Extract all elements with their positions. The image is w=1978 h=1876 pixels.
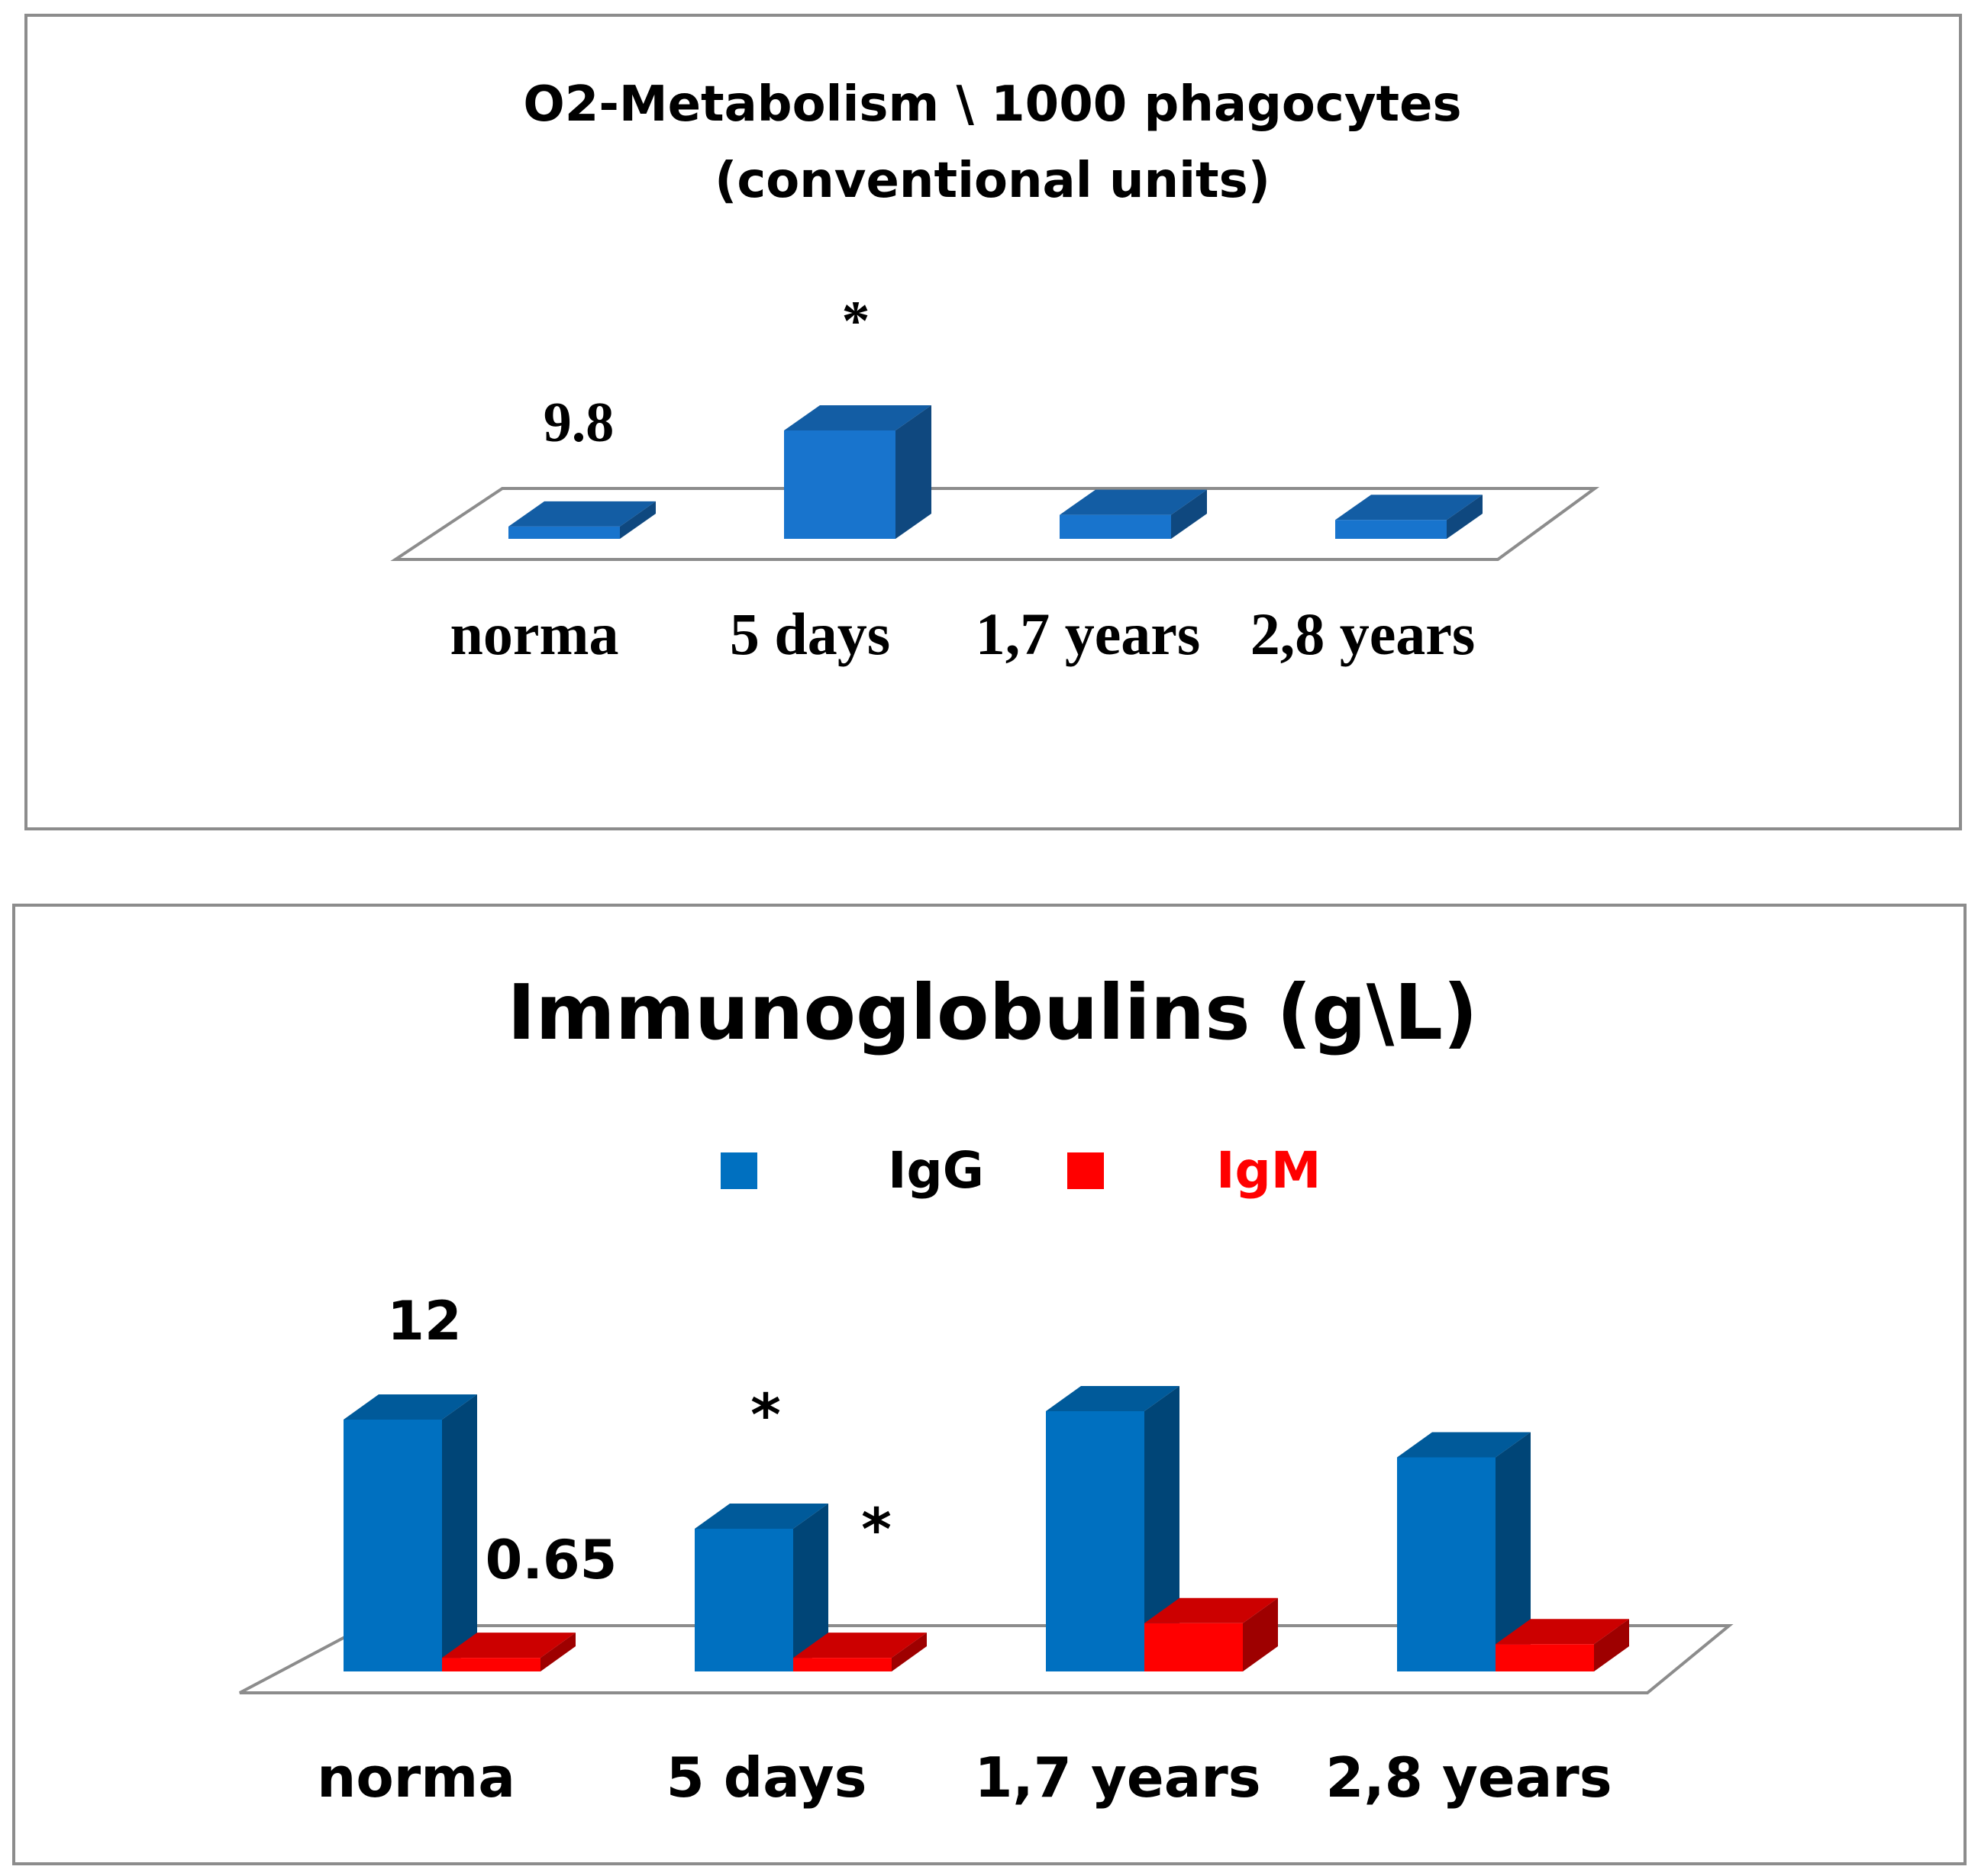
panel-o2-floor	[390, 487, 1600, 561]
ig-bar-igm-2-8-years	[1496, 1619, 1629, 1671]
ig-bar-igm-5-days	[793, 1633, 927, 1671]
panel-ig-data-label-norma-igm: 0.65	[486, 1529, 618, 1591]
panel-o2-x-tick-norma: norma	[450, 601, 619, 667]
panel-ig-data-label-norma-igg: 12	[387, 1290, 461, 1352]
panel-ig-x-tick-5-days: 5 days	[666, 1745, 867, 1810]
panel-o2-bars	[508, 405, 1483, 539]
panel-o2-x-tick-5-days: 5 days	[730, 601, 890, 667]
panel-ig-title: Immunoglobulins (g\L)	[507, 968, 1477, 1057]
panel-ig-frame	[12, 904, 1967, 1865]
panel-ig-floor	[239, 1624, 1734, 1694]
panel-o2-x-tick-1-7-years: 1,7 years	[976, 601, 1201, 667]
panel-ig-x-tick-2-8-years: 2,8 years	[1325, 1745, 1612, 1810]
o2-bar-norma	[508, 501, 656, 539]
panel-o2-data-label-norma: 9.8	[544, 392, 615, 454]
ig-bar-igm-norma	[442, 1633, 576, 1671]
panel-ig-bars	[344, 1386, 1629, 1671]
o2-bar-2-8-years	[1335, 495, 1483, 539]
panel-ig-x-tick-norma: norma	[317, 1745, 515, 1810]
ig-bar-igg-2-8-years	[1397, 1432, 1531, 1671]
panel-o2-significance-5-days: *	[842, 290, 870, 353]
panel-ig-significance-5-days-igm: *	[861, 1495, 892, 1563]
o2-bar-5-days	[784, 405, 931, 539]
legend-igg-swatch	[721, 1152, 757, 1189]
panel-ig-significance-5-days-igg: *	[750, 1381, 781, 1449]
panel-o2-x-tick-2-8-years: 2,8 years	[1250, 601, 1476, 667]
legend-igm-swatch	[1067, 1152, 1104, 1189]
legend-igm-label: IgM	[1216, 1141, 1321, 1200]
panel-o2-title-line-2: (conventional units)	[715, 153, 1270, 209]
ig-bar-igg-5-days	[695, 1504, 828, 1671]
o2-bar-1-7-years	[1060, 489, 1207, 539]
panel-ig-x-tick-1-7-years: 1,7 years	[974, 1745, 1260, 1810]
ig-bar-igg-1-7-years	[1046, 1386, 1179, 1671]
panel-o2-title-line-1: O2-Metabolism \ 1000 phagocytes	[523, 76, 1461, 133]
panel-o2-frame	[24, 14, 1962, 830]
legend-igg-label: IgG	[888, 1141, 984, 1200]
ig-bar-igm-1-7-years	[1144, 1597, 1278, 1671]
ig-bar-igg-norma	[344, 1394, 477, 1671]
